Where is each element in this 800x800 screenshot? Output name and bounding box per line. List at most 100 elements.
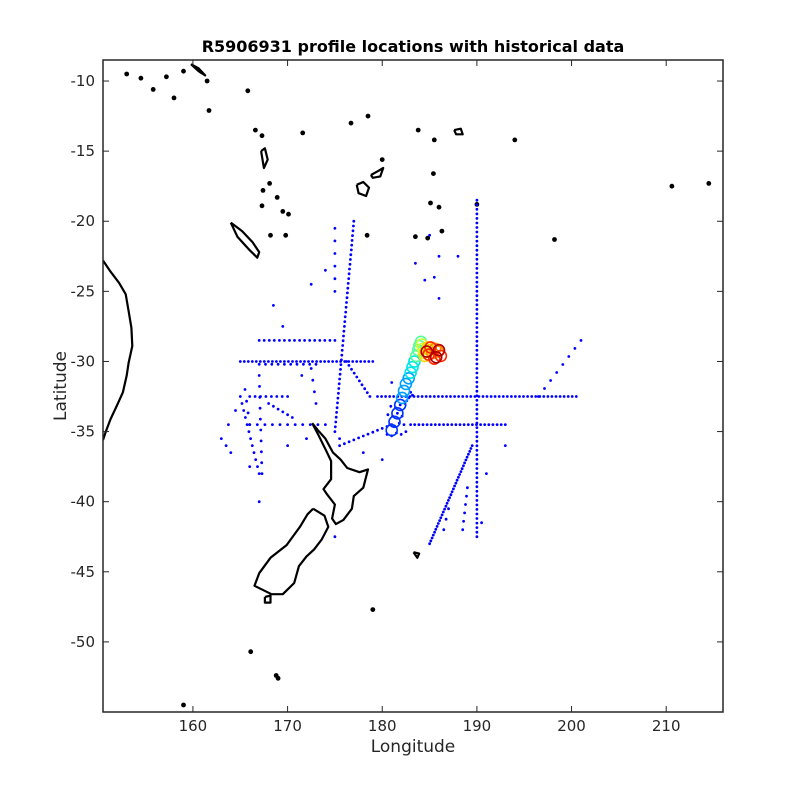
historical-point: [466, 486, 469, 490]
float-profile-marker: [385, 423, 399, 437]
coast-islet: [275, 675, 281, 681]
y-tick-label: -30: [71, 352, 96, 370]
coast-islet: [259, 203, 265, 209]
coast-islet: [348, 120, 354, 126]
historical-point: [475, 430, 479, 434]
historical-point: [238, 360, 242, 363]
historical-point: [432, 395, 436, 398]
historical-point: [311, 360, 314, 363]
historical-point: [346, 286, 350, 290]
historical-point: [456, 254, 460, 258]
historical-point: [347, 277, 351, 280]
coast-samoa: [453, 127, 464, 136]
float-profile-marker: [406, 360, 419, 374]
historical-point: [475, 280, 479, 284]
historical-point: [475, 448, 479, 452]
historical-point: [438, 519, 441, 522]
coast-islet: [669, 183, 675, 189]
historical-point: [530, 395, 534, 398]
historical-point: [276, 362, 280, 366]
coast-nz-north: [311, 422, 370, 526]
historical-point: [257, 374, 261, 377]
historical-point: [432, 275, 436, 279]
historical-point: [458, 473, 461, 476]
historical-point: [333, 430, 337, 433]
historical-point: [355, 375, 359, 379]
historical-point: [475, 239, 479, 243]
coast-vanuatu: [260, 147, 269, 170]
historical-point: [324, 268, 327, 272]
historical-point: [453, 484, 456, 488]
historical-point: [358, 379, 361, 383]
historical-point: [464, 458, 468, 462]
y-tick-label: -35: [71, 423, 96, 441]
historical-point: [475, 353, 479, 357]
historical-point: [335, 360, 338, 363]
historical-point: [293, 423, 297, 426]
historical-point: [475, 489, 479, 493]
historical-point: [440, 513, 444, 517]
historical-point: [343, 320, 347, 323]
historical-point: [316, 423, 320, 426]
historical-point: [283, 362, 286, 366]
historical-point: [542, 395, 546, 398]
historical-point: [340, 353, 344, 357]
coast-islet: [253, 127, 258, 133]
historical-point: [257, 362, 261, 366]
historical-point: [466, 423, 470, 426]
historical-point: [248, 465, 252, 468]
historical-point: [346, 291, 349, 295]
historical-point: [295, 362, 299, 366]
historical-point: [567, 355, 571, 358]
coast-islet: [706, 181, 712, 186]
historical-point: [301, 423, 305, 426]
historical-point: [475, 467, 479, 470]
historical-point: [450, 423, 454, 426]
historical-point: [360, 383, 364, 387]
historical-points: [219, 198, 583, 546]
historical-point: [475, 453, 479, 457]
historical-point: [475, 267, 479, 270]
historical-point: [334, 415, 338, 419]
historical-point: [249, 437, 253, 440]
historical-point: [475, 471, 479, 475]
coast-islet: [436, 204, 442, 210]
historical-point: [558, 395, 562, 398]
float-profile-marker: [432, 343, 446, 357]
historical-point: [293, 339, 296, 342]
coast-islet: [124, 71, 130, 77]
historical-point: [384, 395, 387, 398]
historical-point: [224, 444, 228, 447]
historical-point: [460, 467, 464, 471]
historical-point: [454, 481, 458, 485]
historical-point: [475, 376, 479, 379]
historical-point: [287, 360, 290, 363]
historical-point: [366, 432, 370, 436]
historical-point: [350, 367, 353, 371]
historical-point: [255, 423, 259, 426]
historical-point: [309, 367, 313, 370]
y-tick-label: -10: [71, 72, 96, 90]
coast-islet: [428, 200, 433, 206]
historical-point: [457, 475, 460, 479]
historical-point: [450, 490, 454, 494]
historical-point: [455, 478, 459, 482]
historical-point: [371, 360, 375, 363]
historical-point: [457, 395, 460, 398]
historical-point: [475, 403, 479, 407]
coast-islet: [379, 157, 385, 163]
historical-point: [462, 519, 465, 523]
historical-point: [475, 508, 479, 511]
coast-australia: [103, 259, 134, 441]
historical-point: [475, 417, 479, 420]
historical-point: [351, 229, 355, 233]
historical-point: [286, 413, 289, 417]
historical-point: [333, 264, 337, 268]
float-profile-marker: [388, 415, 401, 429]
historical-point: [283, 360, 286, 363]
historical-point: [475, 439, 479, 443]
historical-point: [425, 423, 429, 426]
historical-point: [475, 303, 479, 307]
historical-point: [463, 461, 466, 465]
historical-point: [258, 360, 262, 363]
